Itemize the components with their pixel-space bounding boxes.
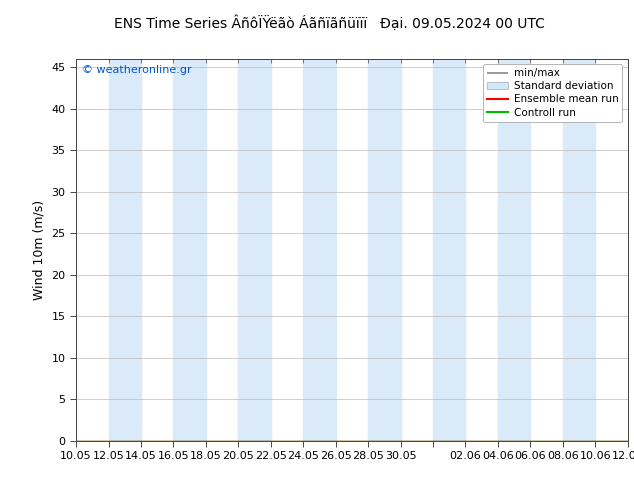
Bar [563,59,595,441]
Text: ENS Time Series ÂñôÏŸëãò Áãñïãñüïïï: ENS Time Series ÂñôÏŸëãò Áãñïãñüïïï [114,17,368,31]
Bar [433,59,465,441]
Text: Đại. 09.05.2024 00 UTC: Đại. 09.05.2024 00 UTC [380,17,545,31]
Text: © weatheronline.gr: © weatheronline.gr [82,65,191,74]
Bar [303,59,335,441]
Bar [368,59,401,441]
Bar [498,59,530,441]
Legend: min/max, Standard deviation, Ensemble mean run, Controll run: min/max, Standard deviation, Ensemble me… [483,64,623,122]
Bar [238,59,271,441]
Y-axis label: Wind 10m (m/s): Wind 10m (m/s) [33,200,46,300]
Bar [174,59,206,441]
Bar [108,59,141,441]
